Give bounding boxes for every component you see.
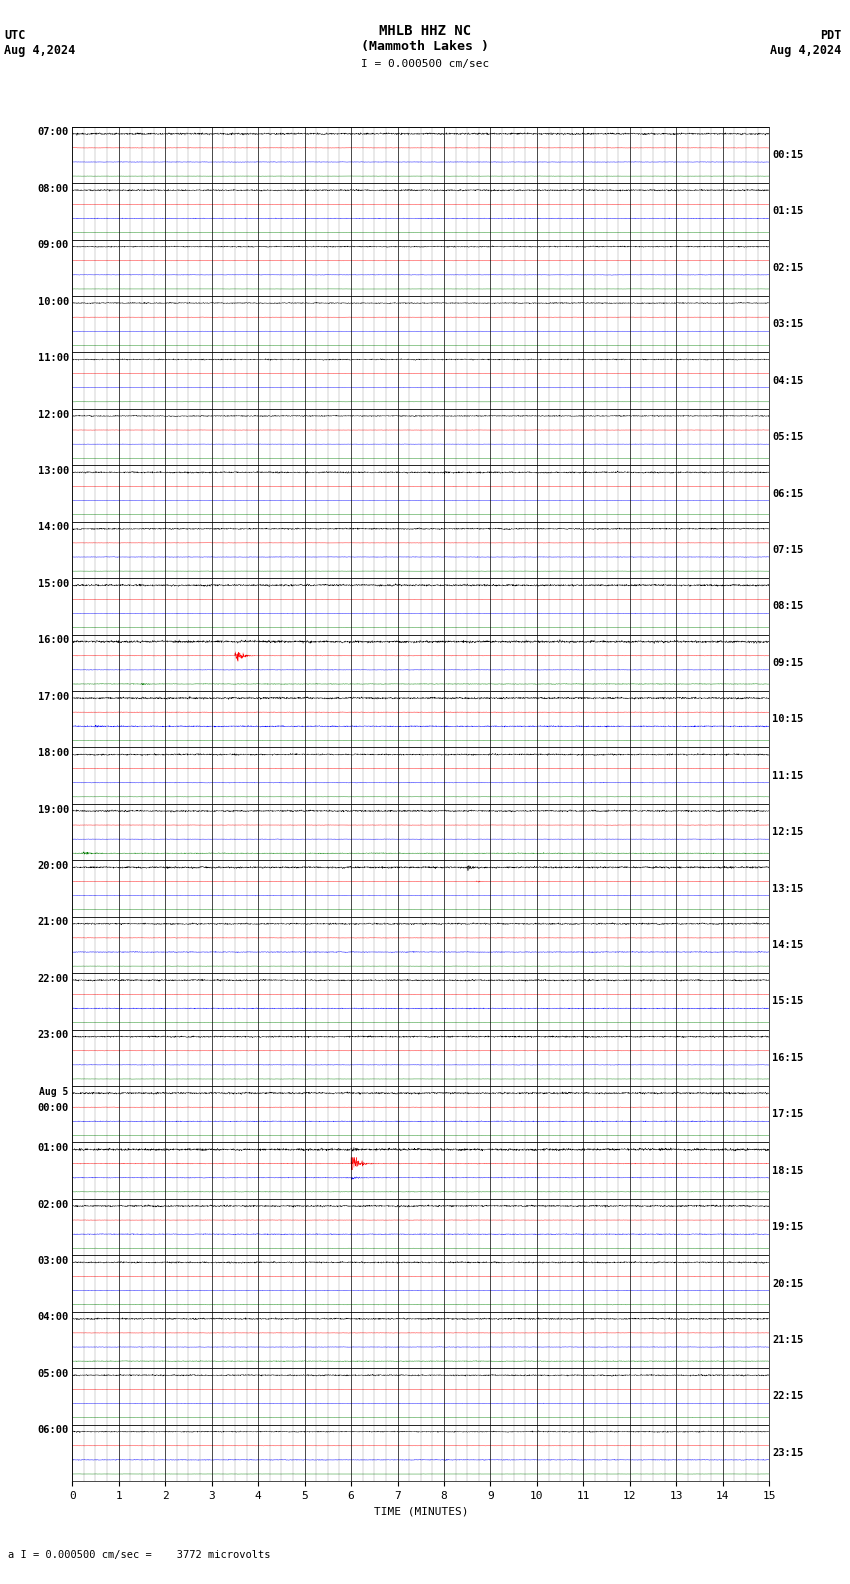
- Text: Aug 5: Aug 5: [39, 1087, 69, 1096]
- Text: 14:00: 14:00: [37, 523, 69, 532]
- Text: 10:00: 10:00: [37, 296, 69, 307]
- Text: (Mammoth Lakes ): (Mammoth Lakes ): [361, 40, 489, 52]
- Text: 22:00: 22:00: [37, 974, 69, 984]
- Text: 08:00: 08:00: [37, 184, 69, 193]
- Text: 10:15: 10:15: [772, 714, 803, 724]
- Text: 06:00: 06:00: [37, 1426, 69, 1435]
- Text: 16:15: 16:15: [772, 1053, 803, 1063]
- Text: Aug 4,2024: Aug 4,2024: [4, 44, 76, 57]
- Text: 09:00: 09:00: [37, 241, 69, 250]
- Text: 21:00: 21:00: [37, 917, 69, 928]
- Text: 04:15: 04:15: [772, 375, 803, 385]
- X-axis label: TIME (MINUTES): TIME (MINUTES): [373, 1506, 468, 1516]
- Text: 23:15: 23:15: [772, 1448, 803, 1457]
- Text: I = 0.000500 cm/sec: I = 0.000500 cm/sec: [361, 59, 489, 68]
- Text: 09:15: 09:15: [772, 657, 803, 668]
- Text: 00:15: 00:15: [772, 150, 803, 160]
- Text: 13:15: 13:15: [772, 884, 803, 893]
- Text: 01:00: 01:00: [37, 1144, 69, 1153]
- Text: 14:15: 14:15: [772, 939, 803, 950]
- Text: Aug 4,2024: Aug 4,2024: [770, 44, 842, 57]
- Text: 04:00: 04:00: [37, 1313, 69, 1323]
- Text: UTC: UTC: [4, 29, 26, 41]
- Text: 08:15: 08:15: [772, 602, 803, 611]
- Text: 01:15: 01:15: [772, 206, 803, 217]
- Text: 21:15: 21:15: [772, 1335, 803, 1345]
- Text: 18:15: 18:15: [772, 1166, 803, 1175]
- Text: 12:15: 12:15: [772, 827, 803, 836]
- Text: 18:00: 18:00: [37, 748, 69, 759]
- Text: 11:15: 11:15: [772, 771, 803, 781]
- Text: 05:15: 05:15: [772, 432, 803, 442]
- Text: 03:00: 03:00: [37, 1256, 69, 1266]
- Text: 02:00: 02:00: [37, 1199, 69, 1210]
- Text: 03:15: 03:15: [772, 320, 803, 329]
- Text: 16:00: 16:00: [37, 635, 69, 645]
- Text: 07:00: 07:00: [37, 127, 69, 138]
- Text: 17:00: 17:00: [37, 692, 69, 702]
- Text: 20:00: 20:00: [37, 862, 69, 871]
- Text: 15:00: 15:00: [37, 578, 69, 589]
- Text: 02:15: 02:15: [772, 263, 803, 272]
- Text: 00:00: 00:00: [37, 1102, 69, 1114]
- Text: 19:00: 19:00: [37, 805, 69, 814]
- Text: 12:00: 12:00: [37, 410, 69, 420]
- Text: 19:15: 19:15: [772, 1223, 803, 1232]
- Text: 17:15: 17:15: [772, 1109, 803, 1120]
- Text: 05:00: 05:00: [37, 1369, 69, 1380]
- Text: 11:00: 11:00: [37, 353, 69, 363]
- Text: 07:15: 07:15: [772, 545, 803, 554]
- Text: 06:15: 06:15: [772, 488, 803, 499]
- Text: 13:00: 13:00: [37, 466, 69, 477]
- Text: a I = 0.000500 cm/sec =    3772 microvolts: a I = 0.000500 cm/sec = 3772 microvolts: [8, 1551, 271, 1560]
- Text: 20:15: 20:15: [772, 1278, 803, 1288]
- Text: 22:15: 22:15: [772, 1391, 803, 1402]
- Text: MHLB HHZ NC: MHLB HHZ NC: [379, 24, 471, 38]
- Text: PDT: PDT: [820, 29, 842, 41]
- Text: 23:00: 23:00: [37, 1030, 69, 1041]
- Text: 15:15: 15:15: [772, 996, 803, 1006]
